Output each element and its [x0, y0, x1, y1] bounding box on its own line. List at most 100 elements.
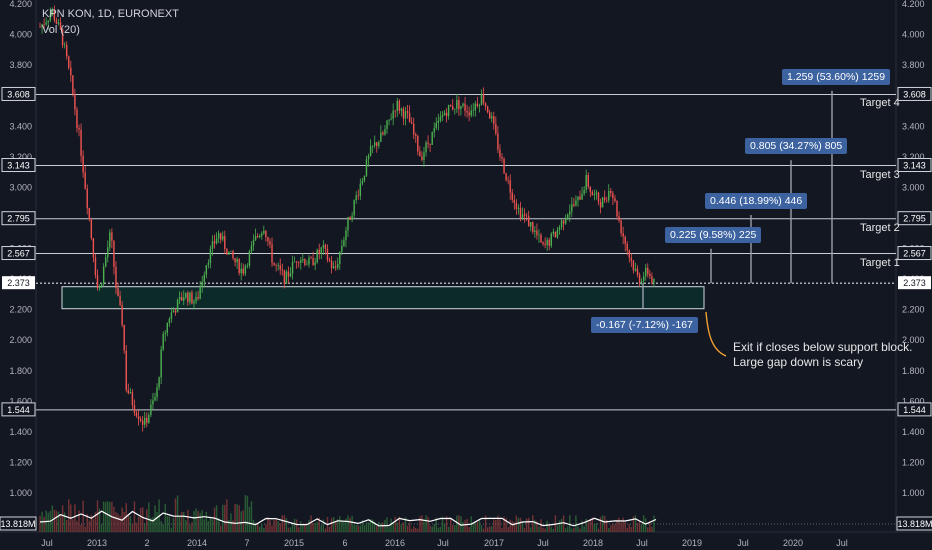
volume-bar [195, 508, 197, 532]
candle-body [571, 204, 573, 212]
volume-bar [530, 527, 532, 532]
x-tick-label: 2014 [187, 538, 207, 548]
candle-body [417, 135, 419, 152]
volume-bar [217, 517, 220, 532]
candle-body [166, 322, 169, 333]
volume-bar [626, 527, 628, 532]
candle-body [211, 241, 214, 249]
candle-body [380, 132, 382, 142]
volume-bar [265, 524, 267, 532]
volume-bar [484, 515, 487, 532]
volume-bar [599, 516, 602, 532]
candle-body [63, 44, 66, 46]
candle-body [503, 158, 505, 174]
volume-bar [248, 506, 251, 532]
candle-body [183, 297, 185, 301]
volume-bar [275, 519, 277, 532]
candle-body [158, 377, 160, 388]
volume-bar [618, 517, 620, 532]
candle-body [240, 268, 242, 274]
candle-body [359, 183, 362, 196]
candle-body [566, 214, 569, 219]
candle-body [41, 24, 43, 28]
volume-bar [291, 522, 294, 532]
candle-body [408, 112, 411, 123]
volume-bar [532, 515, 534, 532]
candle-body [597, 192, 600, 202]
candle-body [462, 103, 464, 106]
x-tick-label: 2015 [284, 538, 304, 548]
candle-body [421, 156, 423, 160]
candle-body [419, 151, 421, 157]
volume-bar [493, 519, 495, 532]
x-tick-label: 2013 [87, 538, 107, 548]
volume-bar [109, 501, 111, 532]
candle-body [222, 236, 224, 240]
volume-bar [388, 527, 390, 532]
volume-bar [166, 516, 169, 532]
target-label: Target 2 [860, 221, 900, 234]
volume-bar [293, 518, 296, 532]
candle-body [425, 142, 427, 153]
volume-bar [527, 517, 530, 532]
volume-bar [435, 517, 438, 532]
candle-body [248, 251, 251, 266]
candle-body [337, 263, 339, 268]
volume-bar [224, 504, 226, 532]
volume-bar [343, 522, 345, 532]
volume-bar [47, 512, 49, 532]
volume-bar [187, 509, 189, 532]
candle-body [449, 105, 452, 107]
candle-body [107, 247, 109, 258]
volume-bar [213, 507, 216, 532]
volume-bar [359, 525, 362, 532]
candle-body [330, 260, 333, 269]
volume-bar [332, 517, 335, 532]
measure-callout: 0.225 (9.58%) 225 [665, 226, 762, 243]
volume-bar [486, 527, 489, 532]
candle-body [141, 420, 144, 425]
volume-bar [439, 526, 442, 532]
candle-body [104, 257, 107, 267]
candle-body [45, 22, 47, 25]
candle-body [527, 216, 530, 227]
candle-body [367, 155, 370, 160]
candle-body [146, 417, 148, 423]
volume-bar [373, 521, 376, 532]
candle-body [111, 232, 113, 241]
volume-bar [480, 525, 483, 532]
candle-body [68, 56, 70, 68]
volume-bar [328, 527, 331, 532]
candle-body [603, 197, 606, 200]
volume-bar [96, 500, 99, 532]
candle-body [72, 75, 74, 95]
volume-bar [102, 501, 105, 532]
candle-body [326, 248, 329, 260]
candle-body [215, 238, 218, 244]
candle-body [441, 115, 444, 117]
volume-bar [201, 510, 203, 532]
volume-bar [78, 510, 80, 532]
y-tick-right: 1.400 [902, 427, 925, 437]
candle-body [339, 251, 341, 264]
volume-bar [168, 516, 171, 532]
volume-bar [148, 502, 150, 532]
y-tick-right: 3.000 [902, 182, 925, 192]
volume-bar [345, 518, 347, 532]
volume-bar [123, 511, 125, 532]
volume-bar [300, 521, 302, 532]
volume-level-label: 13.818M [0, 519, 35, 529]
candle-body [569, 211, 571, 215]
volume-bar [371, 519, 374, 532]
y-tick-right: 4.200 [902, 0, 925, 9]
candle-body [273, 262, 275, 265]
candle-body [139, 419, 142, 421]
volume-bar [511, 520, 513, 532]
candle-body [207, 263, 210, 266]
volume-bar [337, 519, 339, 532]
measure-callout: 1.259 (53.60%) 1259 [782, 68, 891, 85]
volume-bar [441, 516, 444, 532]
candle-body [271, 244, 273, 263]
candle-body [587, 174, 589, 187]
